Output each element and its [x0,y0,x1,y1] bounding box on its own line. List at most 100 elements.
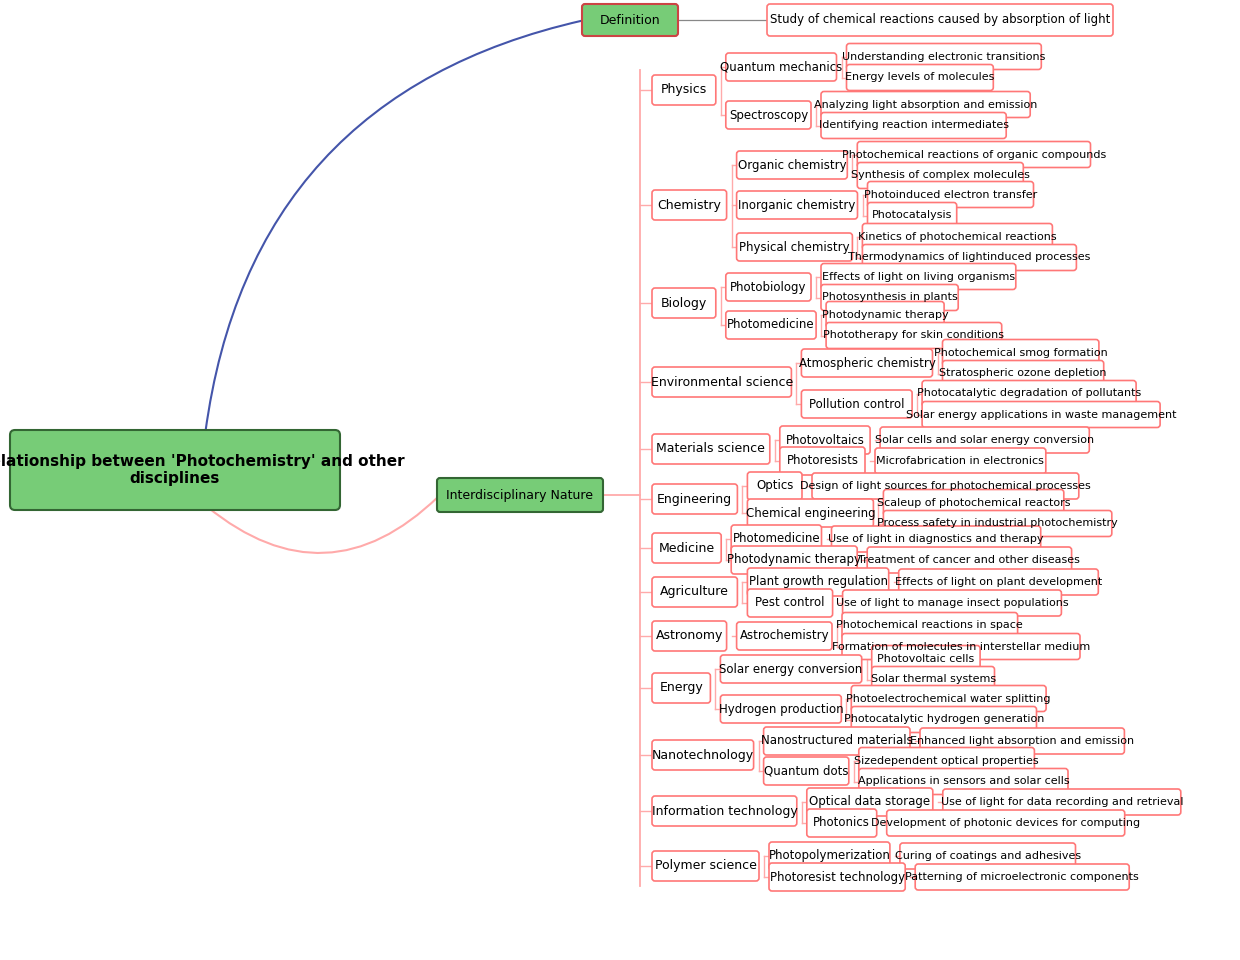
Text: Solar energy applications in waste management: Solar energy applications in waste manag… [906,410,1177,420]
Text: Engineering: Engineering [657,492,733,506]
FancyBboxPatch shape [725,101,811,129]
FancyBboxPatch shape [868,203,957,228]
FancyBboxPatch shape [801,390,913,418]
FancyBboxPatch shape [843,590,1061,616]
Text: Photopolymerization: Photopolymerization [769,850,890,862]
Text: Nanostructured materials: Nanostructured materials [761,734,913,748]
Text: Solar cells and solar energy conversion: Solar cells and solar energy conversion [875,435,1094,445]
FancyBboxPatch shape [732,525,821,553]
FancyBboxPatch shape [768,4,1114,36]
Text: Polymer science: Polymer science [655,859,756,873]
Text: Photonics: Photonics [813,817,870,829]
Text: Interdisciplinary Nature: Interdisciplinary Nature [446,489,594,501]
FancyBboxPatch shape [807,809,877,837]
Text: Use of light for data recording and retrieval: Use of light for data recording and retr… [941,797,1183,807]
Text: Information technology: Information technology [651,804,797,818]
FancyBboxPatch shape [915,864,1130,890]
FancyBboxPatch shape [780,426,870,454]
Text: Environmental science: Environmental science [651,375,792,389]
Text: Effects of light on living organisms: Effects of light on living organisms [822,272,1016,281]
FancyBboxPatch shape [859,748,1034,774]
Text: Astrochemistry: Astrochemistry [739,630,830,642]
Text: Identifying reaction intermediates: Identifying reaction intermediates [818,121,1008,131]
Text: Treatment of cancer and other diseases: Treatment of cancer and other diseases [858,555,1080,565]
FancyBboxPatch shape [942,789,1180,815]
FancyBboxPatch shape [725,53,837,81]
Text: Photomedicine: Photomedicine [733,533,820,545]
Text: Photoresist technology: Photoresist technology [770,871,905,883]
FancyBboxPatch shape [737,233,852,261]
FancyBboxPatch shape [868,181,1033,207]
FancyBboxPatch shape [737,191,858,219]
Text: Optical data storage: Optical data storage [810,796,930,808]
Text: Solar thermal systems: Solar thermal systems [870,675,996,684]
FancyBboxPatch shape [821,91,1030,117]
FancyBboxPatch shape [10,430,340,510]
FancyBboxPatch shape [847,43,1042,69]
FancyBboxPatch shape [821,263,1016,290]
FancyBboxPatch shape [652,367,791,397]
FancyBboxPatch shape [880,427,1089,453]
Text: Solar energy conversion: Solar energy conversion [719,662,863,676]
FancyBboxPatch shape [842,634,1080,660]
Text: Use of light to manage insect populations: Use of light to manage insect population… [836,598,1069,608]
FancyBboxPatch shape [847,64,993,90]
FancyBboxPatch shape [812,473,1079,499]
FancyBboxPatch shape [862,245,1076,271]
FancyBboxPatch shape [923,380,1136,406]
Text: Pollution control: Pollution control [808,397,904,411]
Text: Microfabrication in electronics: Microfabrication in electronics [877,456,1044,466]
Text: Chemical engineering: Chemical engineering [745,507,875,519]
FancyBboxPatch shape [821,284,959,310]
Text: Understanding electronic transitions: Understanding electronic transitions [842,52,1045,61]
FancyBboxPatch shape [942,361,1104,387]
FancyBboxPatch shape [652,796,797,826]
Text: Photodynamic therapy: Photodynamic therapy [727,554,862,566]
FancyBboxPatch shape [652,577,738,607]
FancyBboxPatch shape [923,401,1161,427]
Text: Sizedependent optical properties: Sizedependent optical properties [854,756,1039,765]
FancyBboxPatch shape [748,499,873,527]
FancyBboxPatch shape [883,511,1112,537]
FancyBboxPatch shape [652,75,715,105]
Text: The relationship between 'Photochemistry' and other
disciplines: The relationship between 'Photochemistry… [0,454,404,486]
Text: Nanotechnology: Nanotechnology [652,749,754,761]
FancyBboxPatch shape [748,589,832,617]
FancyBboxPatch shape [652,434,770,464]
Text: Patterning of microelectronic components: Patterning of microelectronic components [905,872,1140,882]
Text: Chemistry: Chemistry [657,199,722,211]
Text: Photoresists: Photoresists [786,454,858,468]
FancyBboxPatch shape [801,349,932,377]
Text: Enhanced light absorption and emission: Enhanced light absorption and emission [910,736,1135,746]
Text: Energy: Energy [660,682,703,694]
FancyBboxPatch shape [826,301,944,327]
FancyBboxPatch shape [720,695,841,723]
FancyBboxPatch shape [842,612,1018,638]
Text: Photochemical reactions in space: Photochemical reactions in space [837,620,1023,631]
Text: Optics: Optics [756,479,794,492]
Text: Agriculture: Agriculture [660,586,729,598]
Text: Study of chemical reactions caused by absorption of light: Study of chemical reactions caused by ab… [770,13,1110,27]
FancyBboxPatch shape [582,4,678,36]
Text: Analyzing light absorption and emission: Analyzing light absorption and emission [813,100,1038,109]
FancyBboxPatch shape [764,727,910,755]
FancyBboxPatch shape [764,757,849,785]
Text: Definition: Definition [600,13,661,27]
Text: Photochemical reactions of organic compounds: Photochemical reactions of organic compo… [842,150,1106,159]
FancyBboxPatch shape [875,448,1045,474]
Text: Physical chemistry: Physical chemistry [739,241,849,253]
FancyBboxPatch shape [725,311,816,339]
FancyBboxPatch shape [732,546,857,574]
Text: Materials science: Materials science [656,443,765,455]
FancyBboxPatch shape [887,810,1125,836]
Text: Applications in sensors and solar cells: Applications in sensors and solar cells [858,777,1069,786]
FancyBboxPatch shape [652,484,738,514]
Text: Pest control: Pest control [755,596,825,610]
FancyBboxPatch shape [872,666,994,692]
FancyBboxPatch shape [748,568,889,596]
Text: Photosynthesis in plants: Photosynthesis in plants [822,293,957,302]
FancyBboxPatch shape [720,655,862,683]
Text: Biology: Biology [661,297,707,309]
FancyBboxPatch shape [862,224,1053,250]
Text: Photoelectrochemical water splitting: Photoelectrochemical water splitting [847,693,1052,704]
